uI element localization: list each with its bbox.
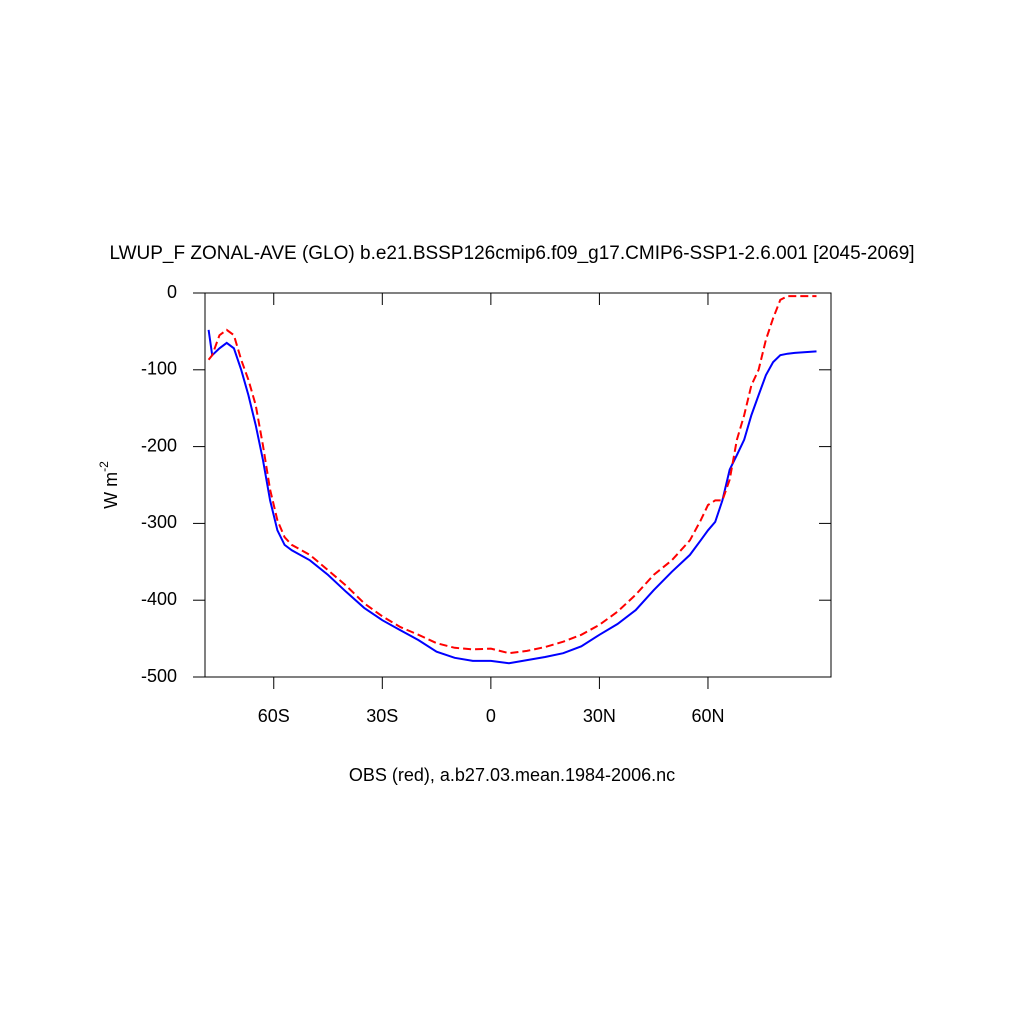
y-tick-label: -500 bbox=[141, 666, 177, 686]
y-tick-label: -200 bbox=[141, 435, 177, 455]
series-line bbox=[207, 295, 817, 655]
x-tick-label: 30S bbox=[366, 706, 398, 726]
x-tick-label: 60S bbox=[258, 706, 290, 726]
y-tick-label: 0 bbox=[167, 282, 177, 302]
x-tick-label: 30N bbox=[583, 706, 616, 726]
y-axis-label: W m-2 bbox=[97, 461, 121, 509]
series-line bbox=[207, 329, 817, 665]
plot-frame bbox=[204, 292, 832, 678]
y-tick-label: -100 bbox=[141, 359, 177, 379]
x-tick-label: 60N bbox=[691, 706, 724, 726]
x-axis-label: OBS (red), a.b27.03.mean.1984-2006.nc bbox=[349, 765, 675, 785]
y-axis-label-text: W m bbox=[101, 472, 121, 509]
y-tick-label: -300 bbox=[141, 512, 177, 532]
y-tick-label: -400 bbox=[141, 589, 177, 609]
chart-title: LWUP_F ZONAL-AVE (GLO) b.e21.BSSP126cmip… bbox=[109, 243, 914, 264]
x-tick-label: 0 bbox=[486, 706, 496, 726]
y-axis-label-sup: -2 bbox=[97, 461, 111, 472]
